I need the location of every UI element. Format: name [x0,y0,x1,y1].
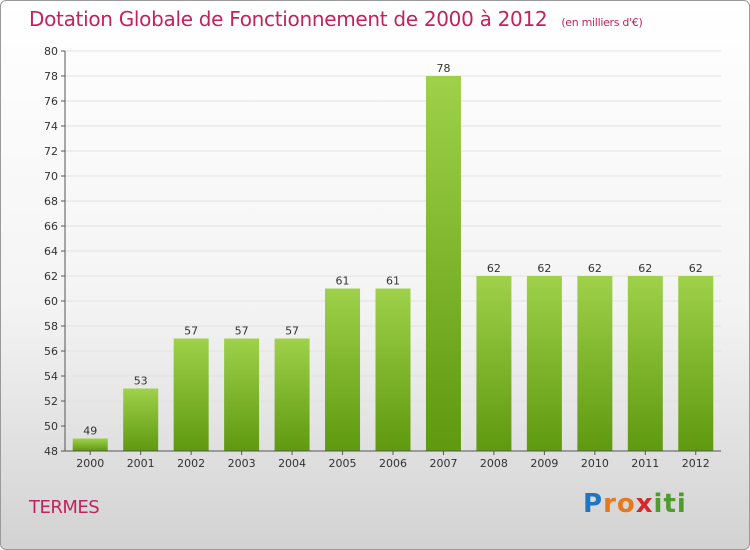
y-tick-label: 74 [44,120,58,133]
chart-title-text: Dotation Globale de Fonctionnement de 20… [29,7,548,31]
bar [678,276,714,451]
y-tick-label: 58 [44,320,58,333]
data-label: 57 [285,325,299,338]
data-label: 57 [235,325,249,338]
logo-letter: r [603,489,617,519]
bar [375,288,411,451]
logo-letter: i [676,489,687,519]
y-tick-label: 64 [44,245,58,258]
data-label: 62 [638,262,652,275]
bar [224,338,260,451]
x-tick-label: 2005 [329,457,357,470]
y-tick-label: 60 [44,295,58,308]
x-tick-label: 2008 [480,457,508,470]
x-tick-label: 2007 [429,457,457,470]
bar [425,76,461,451]
logo-letter: i [653,489,664,519]
logo-letter: t [663,489,677,519]
y-tick-label: 72 [44,145,58,158]
y-tick-label: 76 [44,95,58,108]
bar [72,438,108,451]
bar [325,288,361,451]
x-tick-label: 2001 [127,457,155,470]
x-tick-label: 2004 [278,457,306,470]
y-tick-label: 68 [44,195,58,208]
logo-letter: x [635,489,654,519]
y-tick-label: 56 [44,345,58,358]
data-label: 53 [134,375,148,388]
data-label: 62 [537,262,551,275]
x-tick-label: 2002 [177,457,205,470]
bar [123,388,159,451]
bar [173,338,209,451]
x-tick-label: 2012 [682,457,710,470]
y-tick-label: 62 [44,270,58,283]
data-label: 61 [386,275,400,288]
y-tick-label: 52 [44,395,58,408]
data-label: 62 [487,262,501,275]
bar [577,276,613,451]
logo-letter: P [583,489,604,519]
data-label: 62 [689,262,703,275]
logo-letter: o [616,489,636,519]
x-tick-label: 2010 [581,457,609,470]
y-tick-label: 70 [44,170,58,183]
data-label: 78 [436,62,450,75]
bar [526,276,562,451]
x-tick-label: 2011 [631,457,659,470]
bar [476,276,512,451]
data-label: 49 [83,425,97,438]
y-tick-label: 50 [44,420,58,433]
y-tick-label: 48 [44,445,58,458]
chart-title: Dotation Globale de Fonctionnement de 20… [29,7,643,31]
place-name: TERMES [29,497,100,518]
bar [274,338,310,451]
data-label: 61 [336,275,350,288]
x-tick-label: 2009 [530,457,558,470]
y-tick-label: 66 [44,220,58,233]
proxiti-logo: Proxiti [583,489,687,519]
y-tick-label: 54 [44,370,58,383]
bar [627,276,663,451]
y-tick-label: 80 [44,45,58,58]
y-tick-label: 78 [44,70,58,83]
x-tick-label: 2006 [379,457,407,470]
chart-subtitle: (en milliers d'€) [561,16,643,29]
x-tick-label: 2003 [228,457,256,470]
data-label: 57 [184,325,198,338]
data-label: 62 [588,262,602,275]
x-tick-label: 2000 [76,457,104,470]
